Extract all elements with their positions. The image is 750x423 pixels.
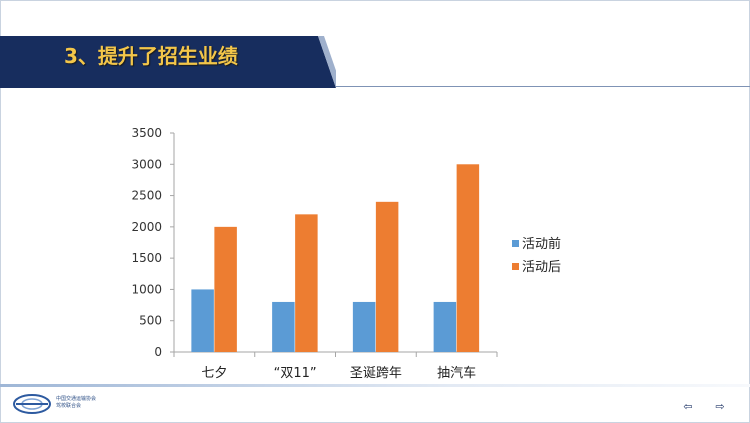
prev-arrow-icon[interactable]: ⇦	[683, 400, 693, 413]
y-tick-label: 500	[139, 314, 162, 328]
legend-swatch	[512, 263, 519, 270]
y-tick-label: 3000	[131, 157, 162, 171]
y-tick-label: 1500	[131, 251, 162, 265]
bar-before	[433, 301, 457, 352]
bar-after	[375, 201, 399, 352]
legend-swatch	[512, 240, 519, 247]
footer-org-line2: 驾校联合会	[56, 403, 82, 409]
next-arrow-icon[interactable]: ⇨	[715, 400, 725, 413]
association-logo-icon	[13, 394, 51, 414]
title-divider	[336, 86, 750, 87]
bar-before	[352, 301, 376, 352]
x-category-label: 抽汽车	[437, 365, 476, 381]
x-category-label: 圣诞跨年	[350, 366, 402, 381]
x-category-label: “双11”	[274, 366, 317, 381]
bar-before	[272, 301, 295, 352]
y-tick-label: 0	[154, 345, 162, 359]
y-tick-label: 2500	[131, 189, 162, 203]
legend-label: 活动后	[522, 260, 561, 275]
footer-org-name: 中国交通运输协会 驾校联合会	[56, 396, 146, 410]
y-tick-label: 1000	[131, 282, 162, 296]
bar-before	[191, 289, 214, 352]
bar-after	[295, 214, 318, 352]
footer-org-line1: 中国交通运输协会	[56, 396, 97, 402]
bar-after	[456, 164, 480, 352]
title-banner	[0, 36, 336, 88]
slide-title: 3、提升了招生业绩	[64, 44, 238, 68]
footer-divider	[0, 384, 750, 387]
x-category-label: 七夕	[201, 366, 227, 381]
bar-after	[214, 226, 237, 352]
y-tick-label: 2000	[131, 220, 162, 234]
y-tick-label: 3500	[131, 126, 162, 140]
legend-label: 活动前	[522, 236, 561, 252]
